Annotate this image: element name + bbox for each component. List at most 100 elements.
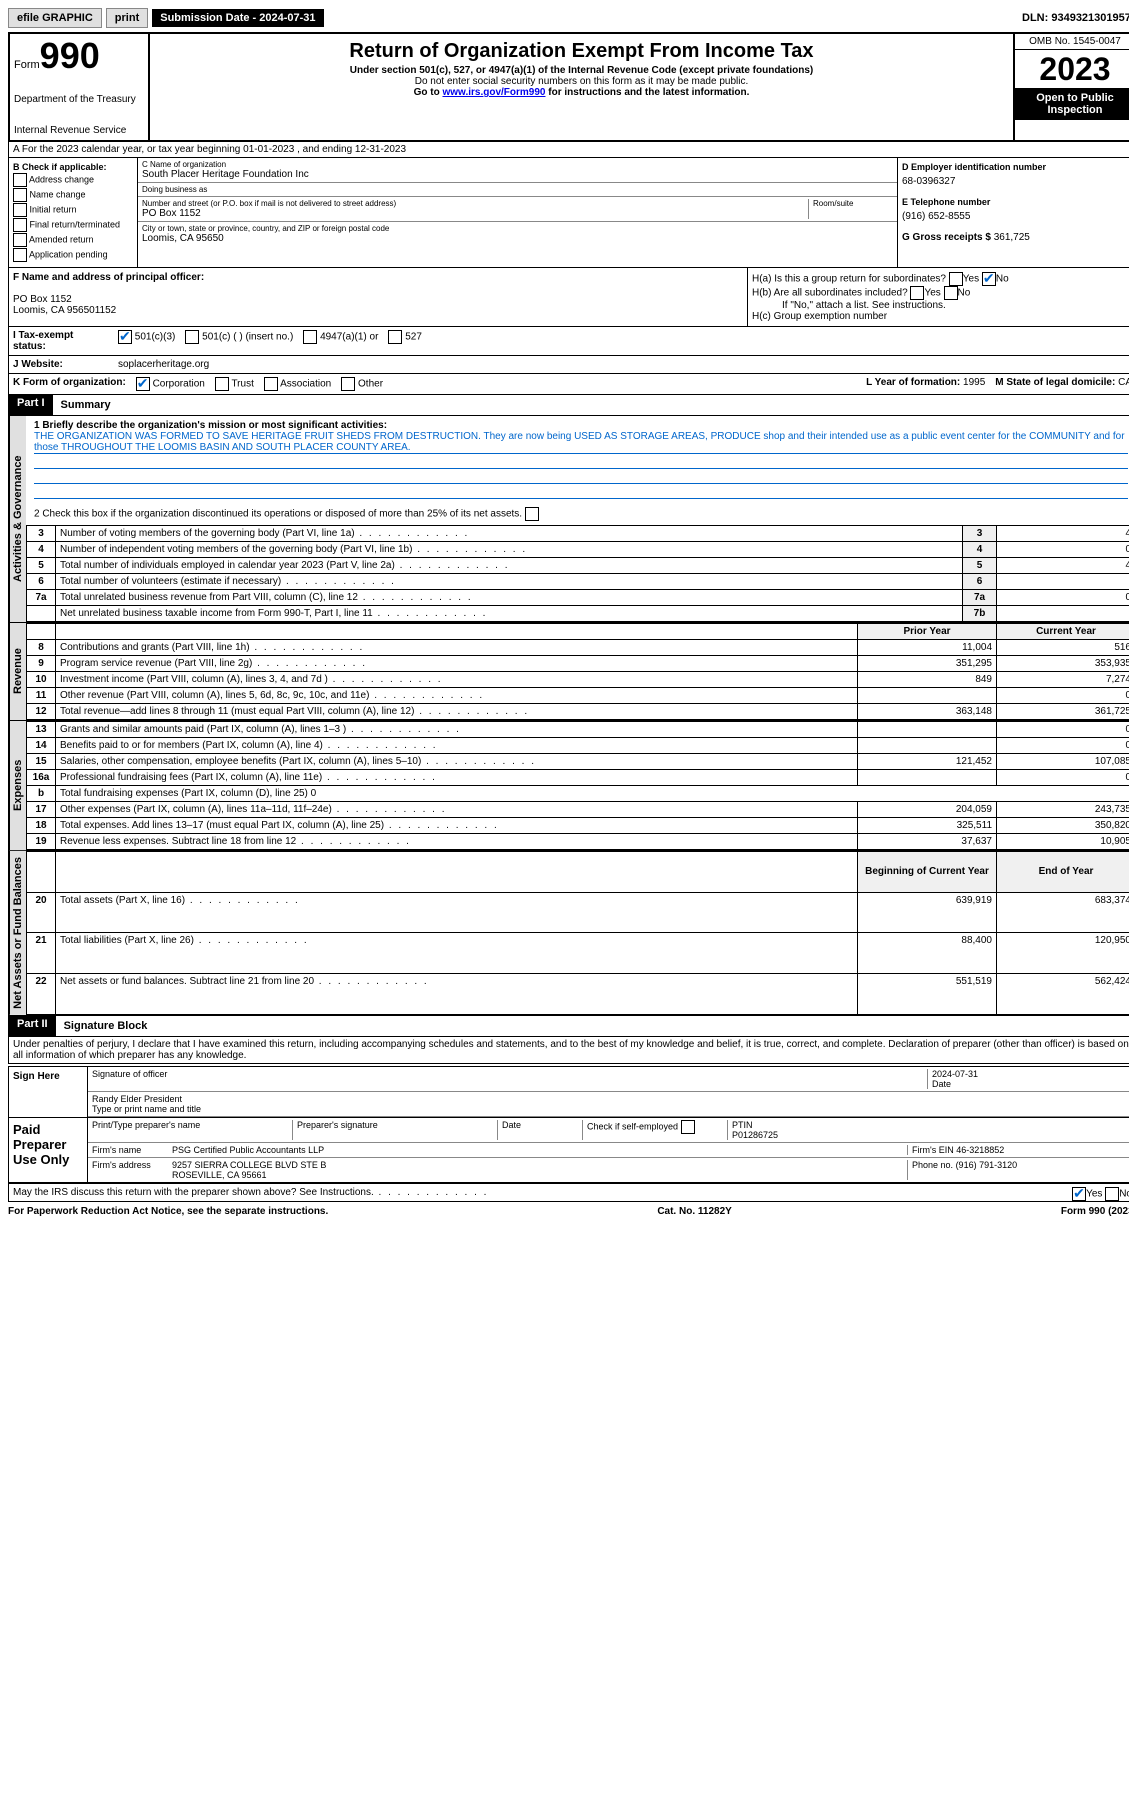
part1-header: Part I Summary [8, 395, 1129, 416]
vtab-netassets: Net Assets or Fund Balances [9, 851, 26, 1015]
print-button[interactable]: print [106, 8, 148, 28]
row-i: I Tax-exempt status: 501(c)(3) 501(c) ( … [8, 327, 1129, 356]
chk-501c3[interactable]: 501(c)(3) [118, 330, 175, 352]
chk-name-change[interactable]: Name change [13, 188, 133, 202]
form-number: 990 [40, 35, 100, 76]
expenses-table: 13Grants and similar amounts paid (Part … [26, 721, 1129, 850]
signature-block: Sign Here Signature of officer2024-07-31… [8, 1066, 1129, 1184]
row-a-tax-year: A For the 2023 calendar year, or tax yea… [8, 142, 1129, 158]
omb-number: OMB No. 1545-0047 [1015, 34, 1129, 50]
dln: DLN: 93493213019574 [1022, 12, 1129, 24]
mission-text: THE ORGANIZATION WAS FORMED TO SAVE HERI… [34, 431, 1128, 454]
tax-year: 2023 [1015, 50, 1129, 88]
l-year-formation: L Year of formation: 1995 [866, 377, 985, 391]
chk-527[interactable]: 527 [388, 330, 421, 352]
chk-address-change[interactable]: Address change [13, 173, 133, 187]
table-row: 9Program service revenue (Part VIII, lin… [27, 656, 1129, 672]
firm-addr: 9257 SIERRA COLLEGE BLVD STE BROSEVILLE,… [172, 1160, 907, 1180]
column-c: C Name of organizationSouth Placer Herit… [138, 158, 898, 267]
open-to-public: Open to Public Inspection [1015, 88, 1129, 120]
b-header: B Check if applicable: [13, 162, 133, 172]
table-row: 11Other revenue (Part VIII, column (A), … [27, 688, 1129, 704]
chk-application-pending[interactable]: Application pending [13, 248, 133, 262]
tel-value: (916) 652-8555 [902, 211, 1129, 222]
revenue-section: Revenue Prior YearCurrent Year8Contribut… [8, 623, 1129, 721]
chk-association[interactable]: Association [264, 377, 331, 391]
firm-phone: Phone no. (916) 791-3120 [907, 1160, 1129, 1180]
m-state-domicile: M State of legal domicile: CA [995, 377, 1129, 391]
j-label: J Website: [13, 359, 108, 370]
addr-label: Number and street (or P.O. box if mail i… [142, 199, 808, 208]
table-row: 18Total expenses. Add lines 13–17 (must … [27, 818, 1129, 834]
chk-other[interactable]: Other [341, 377, 383, 391]
expenses-section: Expenses 13Grants and similar amounts pa… [8, 721, 1129, 851]
table-row: 5Total number of individuals employed in… [27, 558, 1129, 574]
firm-ein: Firm's EIN 46-3218852 [907, 1145, 1129, 1155]
sig-date-label: Date [932, 1079, 951, 1089]
table-row: 20Total assets (Part X, line 16)639,9196… [27, 892, 1129, 933]
row-fgh: F Name and address of principal officer:… [8, 268, 1129, 327]
chk-amended-return[interactable]: Amended return [13, 233, 133, 247]
firm-name: PSG Certified Public Accountants LLP [172, 1145, 907, 1155]
paid-preparer-label: Paid Preparer Use Only [9, 1118, 88, 1182]
tel-label: E Telephone number [902, 197, 1129, 207]
table-row: 3Number of voting members of the governi… [27, 526, 1129, 542]
vtab-revenue: Revenue [9, 623, 26, 720]
netassets-table: Beginning of Current YearEnd of Year20To… [26, 851, 1129, 1015]
addr-value: PO Box 1152 [142, 208, 808, 219]
column-d: D Employer identification number 68-0396… [898, 158, 1129, 267]
gross-receipts: G Gross receipts $ 361,725 [902, 232, 1129, 243]
netassets-section: Net Assets or Fund Balances Beginning of… [8, 851, 1129, 1016]
chk-final-return[interactable]: Final return/terminated [13, 218, 133, 232]
ha-group-return: H(a) Is this a group return for subordin… [752, 272, 1129, 286]
chk-corporation[interactable]: Corporation [136, 377, 205, 391]
table-row: 15Salaries, other compensation, employee… [27, 754, 1129, 770]
efile-label: efile GRAPHIC [8, 8, 102, 28]
i-label: I Tax-exempt status: [13, 330, 108, 352]
firm-addr-label: Firm's address [92, 1160, 172, 1180]
room-label: Room/suite [813, 199, 893, 208]
table-row: 13Grants and similar amounts paid (Part … [27, 722, 1129, 738]
governance-section: Activities & Governance 1 Briefly descri… [8, 416, 1129, 623]
prep-date-label: Date [497, 1120, 582, 1140]
dept-treasury: Department of the Treasury [14, 94, 144, 105]
f-label: F Name and address of principal officer: [13, 272, 204, 283]
table-row: 16aProfessional fundraising fees (Part I… [27, 770, 1129, 786]
org-name-label: C Name of organization [142, 160, 893, 169]
dba-label: Doing business as [142, 185, 893, 194]
table-row: Net unrelated business taxable income fr… [27, 606, 1129, 622]
column-b: B Check if applicable: Address change Na… [9, 158, 138, 267]
chk-trust[interactable]: Trust [215, 377, 254, 391]
sign-here-label: Sign Here [9, 1067, 88, 1117]
officer-name: Randy Elder President [92, 1094, 182, 1104]
discuss-row: May the IRS discuss this return with the… [8, 1184, 1129, 1202]
part2-title: Signature Block [56, 1016, 156, 1036]
chk-initial-return[interactable]: Initial return [13, 203, 133, 217]
part2-header: Part II Signature Block [8, 1016, 1129, 1037]
submission-date: Submission Date - 2024-07-31 [152, 9, 323, 27]
table-row: 7aTotal unrelated business revenue from … [27, 590, 1129, 606]
row-j: J Website: soplacerheritage.org [8, 356, 1129, 374]
table-row: 17Other expenses (Part IX, column (A), l… [27, 802, 1129, 818]
governance-table: 3Number of voting members of the governi… [26, 525, 1129, 622]
revenue-table: Prior YearCurrent Year8Contributions and… [26, 623, 1129, 720]
officer-name-label: Type or print name and title [92, 1104, 201, 1114]
form-word: Form [14, 59, 40, 71]
table-row: 22Net assets or fund balances. Subtract … [27, 974, 1129, 1015]
firm-name-label: Firm's name [92, 1145, 172, 1155]
chk-4947[interactable]: 4947(a)(1) or [303, 330, 378, 352]
ptin: PTINP01286725 [727, 1120, 1129, 1140]
website-value: soplacerheritage.org [118, 359, 209, 370]
hc-group-exemption: H(c) Group exemption number [752, 311, 1129, 322]
top-toolbar: efile GRAPHIC print Submission Date - 20… [8, 8, 1129, 28]
table-row: bTotal fundraising expenses (Part IX, co… [27, 786, 1129, 802]
chk-501c[interactable]: 501(c) ( ) (insert no.) [185, 330, 293, 352]
part1-badge: Part I [9, 395, 53, 415]
form990-link[interactable]: www.irs.gov/Form990 [442, 87, 545, 98]
table-row: 8Contributions and grants (Part VIII, li… [27, 640, 1129, 656]
row-klm: K Form of organization: Corporation Trus… [8, 374, 1129, 395]
mission-label: 1 Briefly describe the organization's mi… [34, 420, 387, 431]
k-label: K Form of organization: [13, 377, 126, 391]
perjury-statement: Under penalties of perjury, I declare th… [8, 1037, 1129, 1064]
footer-right: Form 990 (2023) [1061, 1206, 1129, 1217]
